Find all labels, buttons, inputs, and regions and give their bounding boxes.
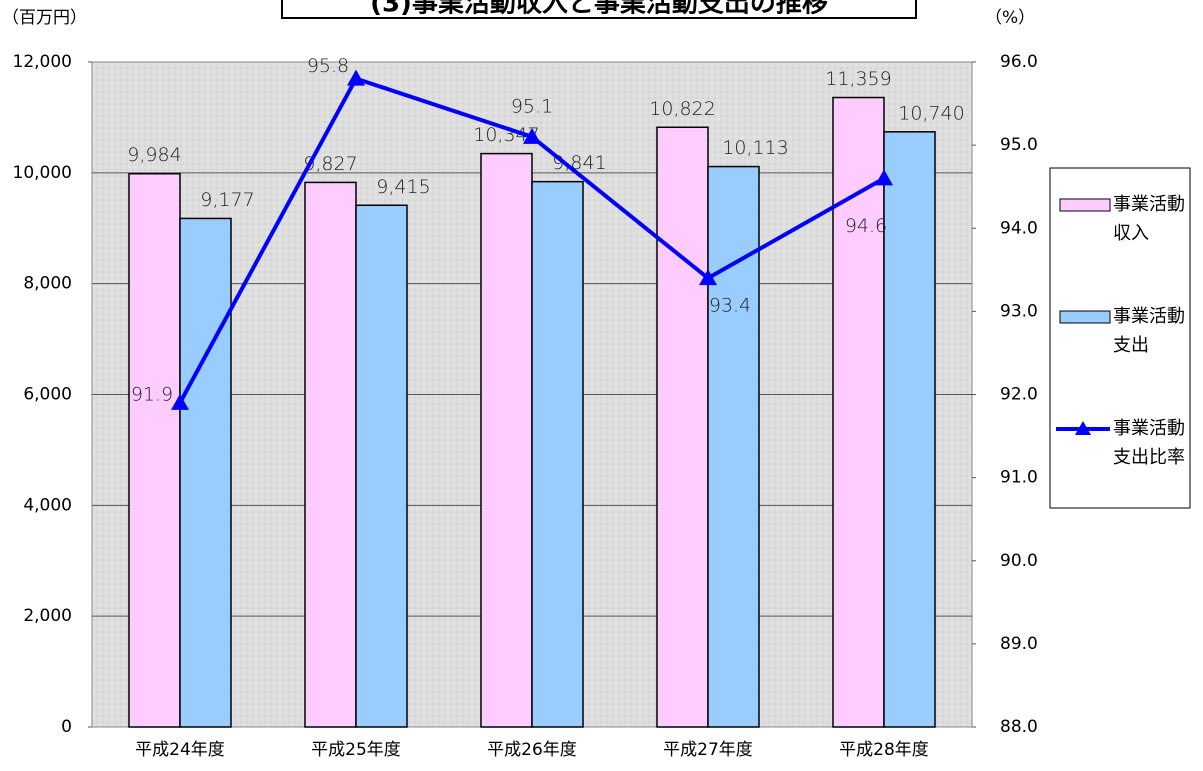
legend-label: 事業活動支出 [1113,306,1185,356]
y-tick-label: 0 [61,717,72,737]
chart-title: (3)事業活動収入と事業活動支出の推移 [370,0,828,19]
bar [707,165,760,728]
y-tick-label: 10,000 [13,163,72,183]
data-label: 91.9 [131,383,173,405]
data-label: 93.4 [709,295,751,317]
y-tick-label: 8,000 [23,274,72,294]
bar [883,131,936,728]
y2-tick-label: 90.0 [1000,551,1038,571]
y2-tick-label: 94.0 [1000,218,1038,238]
data-label: 10,113 [722,137,788,159]
marker [171,393,189,410]
y2-tick-label: 96.0 [1000,52,1038,72]
y-tick-label: 4,000 [23,495,72,515]
data-label: 95.1 [511,95,553,117]
bar [531,180,584,728]
bar [179,217,232,728]
y2-tick-label: 93.0 [1000,301,1038,321]
marker [347,69,365,86]
bar [304,181,357,728]
legend-label: 事業活動支出比率 [1113,418,1185,468]
legend-swatch [1059,310,1111,324]
data-label: 10,347 [473,124,539,146]
x-tick-label: 平成27年度 [663,740,753,760]
bar [480,152,533,728]
legend-label: 事業活動収入 [1113,194,1185,244]
y2-tick-label: 95.0 [1000,135,1038,155]
y2-axis-label: （%） [985,8,1035,28]
data-label: 95.8 [307,55,349,77]
y-axis-label: （百万円） [2,8,87,28]
data-label: 10,740 [898,102,964,124]
y2-tick-label: 91.0 [1000,468,1038,488]
x-tick-label: 平成26年度 [487,740,577,760]
marker [699,269,717,286]
data-label: 9,841 [552,152,606,174]
bar [656,126,709,728]
y2-tick-label: 88.0 [1000,717,1038,737]
data-label: 11,359 [825,68,891,90]
legend-box [1049,167,1191,509]
data-label: 9,827 [303,153,357,175]
bar [355,204,408,728]
title-box [281,0,917,19]
y-tick-label: 12,000 [13,52,72,72]
data-label: 10,822 [649,98,715,120]
data-label: 94.6 [845,215,887,237]
x-tick-label: 平成24年度 [135,740,225,760]
bar [128,172,181,728]
marker [875,169,893,186]
legend-marker [1075,421,1091,435]
y2-tick-label: 89.0 [1000,634,1038,654]
x-tick-label: 平成25年度 [311,740,401,760]
data-label: 9,984 [127,144,181,166]
x-tick-label: 平成28年度 [839,740,929,760]
marker [523,127,541,144]
data-label: 9,415 [376,176,430,198]
data-label: 9,177 [200,189,254,211]
legend-swatch [1059,198,1111,212]
y2-tick-label: 92.0 [1000,385,1038,405]
y-tick-label: 2,000 [23,606,72,626]
y-tick-label: 6,000 [23,385,72,405]
